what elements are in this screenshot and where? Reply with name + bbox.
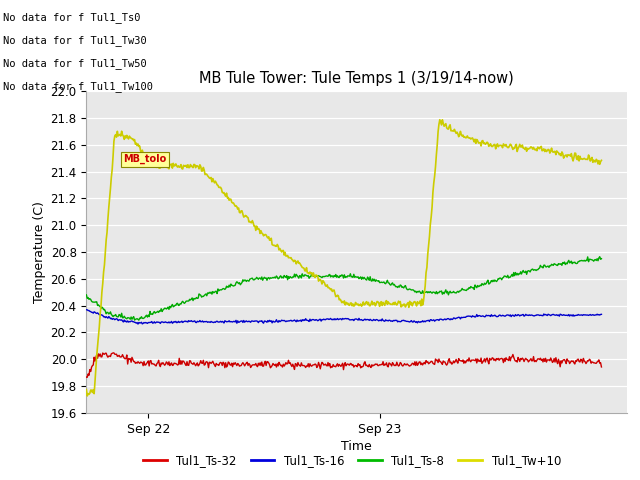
Legend: Tul1_Ts-32, Tul1_Ts-16, Tul1_Ts-8, Tul1_Tw+10: Tul1_Ts-32, Tul1_Ts-16, Tul1_Ts-8, Tul1_… (138, 449, 566, 472)
Text: No data for f Tul1_Tw50: No data for f Tul1_Tw50 (3, 58, 147, 69)
Text: MB_tolo: MB_tolo (124, 154, 167, 165)
Text: No data for f Tul1_Tw30: No data for f Tul1_Tw30 (3, 35, 147, 46)
Title: MB Tule Tower: Tule Temps 1 (3/19/14-now): MB Tule Tower: Tule Temps 1 (3/19/14-now… (200, 71, 514, 86)
Text: No data for f Tul1_Tw100: No data for f Tul1_Tw100 (3, 81, 153, 92)
Y-axis label: Temperature (C): Temperature (C) (33, 201, 46, 303)
X-axis label: Time: Time (341, 440, 372, 453)
Text: No data for f Tul1_Ts0: No data for f Tul1_Ts0 (3, 12, 141, 23)
